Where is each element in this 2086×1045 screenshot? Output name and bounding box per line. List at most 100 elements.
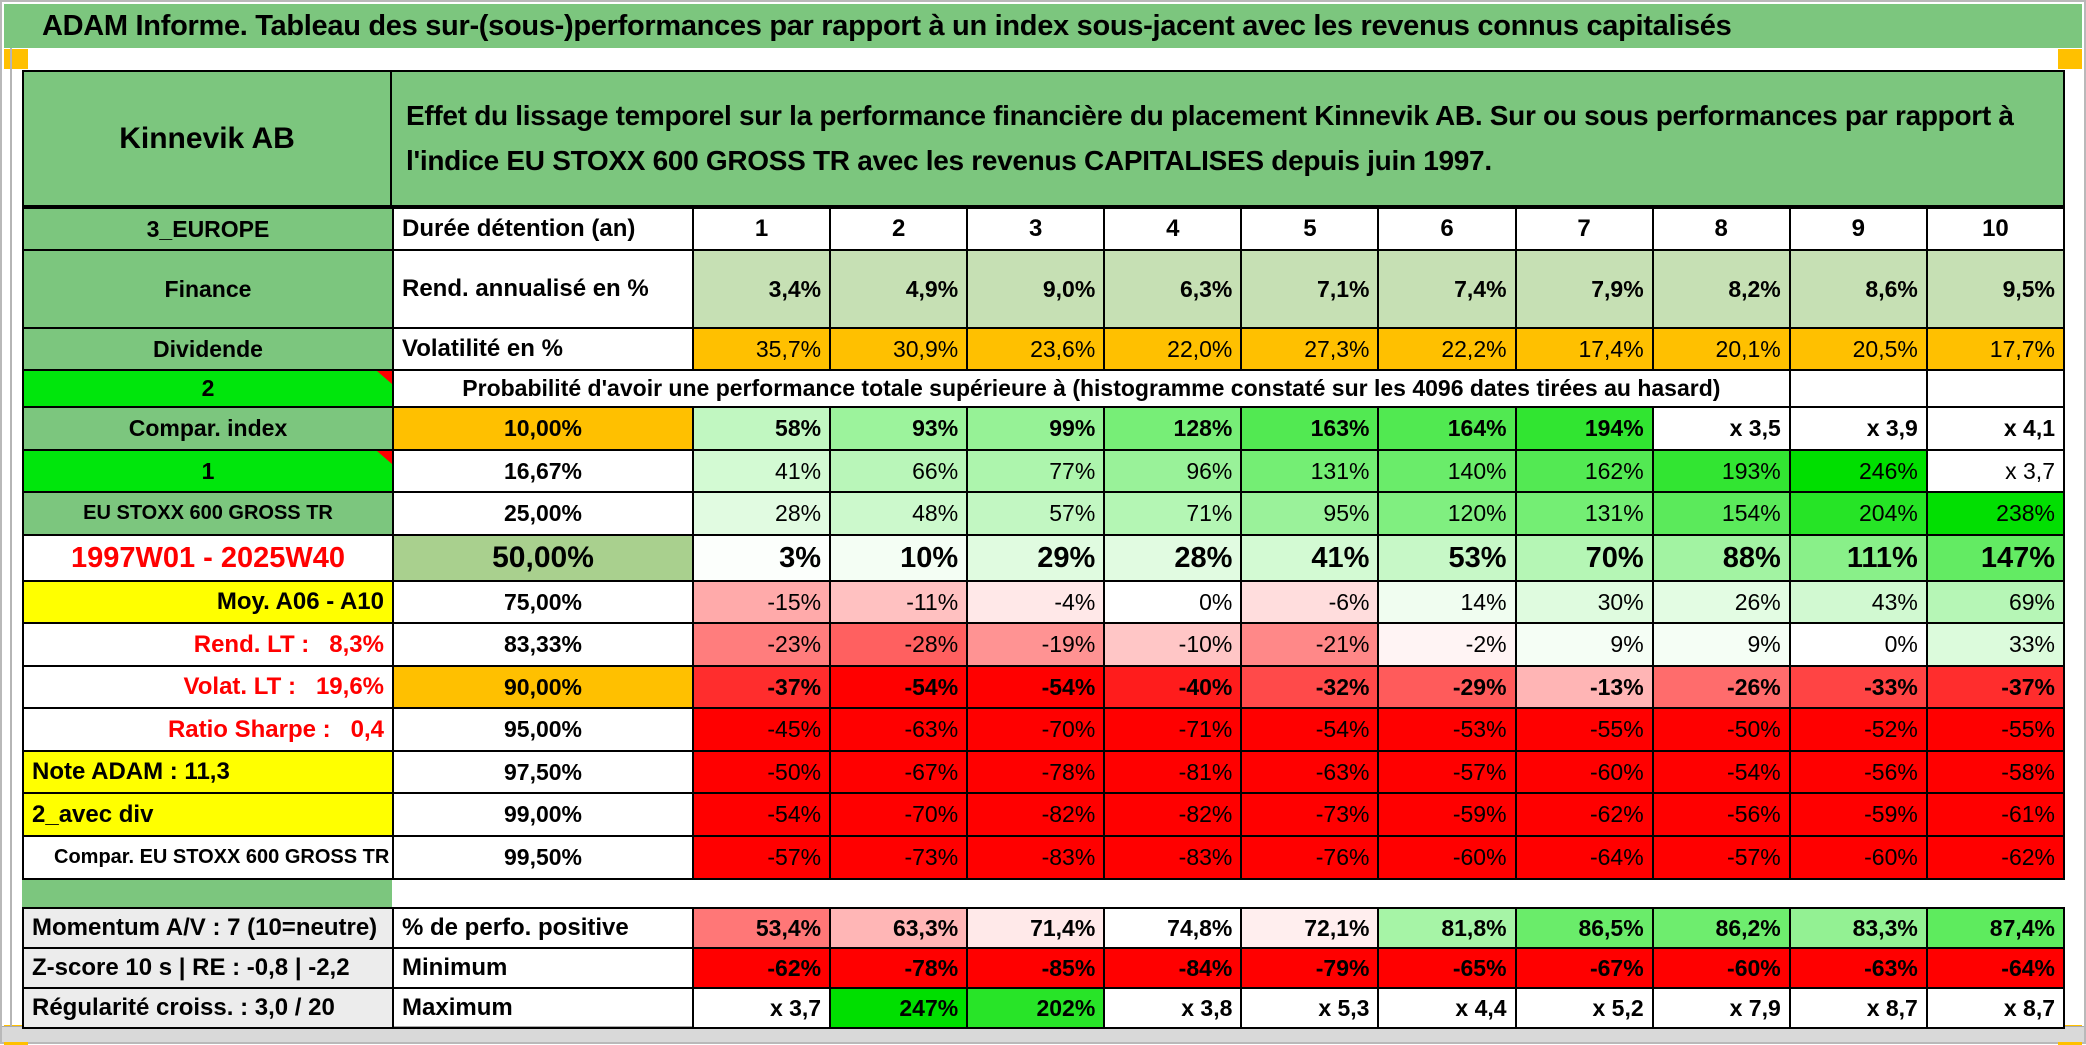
value-cell[interactable]: x 3,7 <box>1925 449 2066 493</box>
value-cell[interactable]: 202% <box>966 987 1106 1029</box>
value-cell[interactable]: 71,4% <box>966 907 1106 949</box>
empty-cell[interactable] <box>1925 369 2066 408</box>
value-cell[interactable]: x 3,7 <box>691 987 832 1029</box>
value-cell[interactable]: 4 <box>1103 207 1243 251</box>
value-cell[interactable]: -53% <box>1377 707 1517 752</box>
empty-cell[interactable] <box>1788 369 1928 408</box>
value-cell[interactable]: 17,7% <box>1925 327 2066 371</box>
value-cell[interactable]: 246% <box>1788 449 1928 493</box>
value-cell[interactable]: -62% <box>691 947 832 989</box>
value-cell[interactable]: -57% <box>691 835 832 880</box>
value-cell[interactable]: 63,3% <box>829 907 969 949</box>
value-cell[interactable]: -29% <box>1377 665 1517 709</box>
value-cell[interactable]: -23% <box>691 622 832 667</box>
value-cell[interactable]: -78% <box>966 750 1106 794</box>
value-cell[interactable]: -45% <box>691 707 832 752</box>
row-label-cell[interactable]: Note ADAM : 11,3 <box>22 750 394 794</box>
value-cell[interactable]: 41% <box>1240 534 1380 582</box>
value-cell[interactable]: -50% <box>1651 707 1791 752</box>
value-cell[interactable]: 247% <box>829 987 969 1029</box>
value-cell[interactable]: -78% <box>829 947 969 989</box>
value-cell[interactable]: 0% <box>1103 580 1243 624</box>
value-cell[interactable]: 29% <box>966 534 1106 582</box>
value-cell[interactable]: -82% <box>966 792 1106 837</box>
value-cell[interactable]: -83% <box>1103 835 1243 880</box>
row-label-cell[interactable]: 2 <box>22 369 394 408</box>
value-cell[interactable]: -6% <box>1240 580 1380 624</box>
value-cell[interactable]: 163% <box>1240 406 1380 451</box>
value-cell[interactable]: 10% <box>829 534 969 582</box>
value-cell[interactable]: 3,4% <box>691 249 832 329</box>
value-cell[interactable]: 26% <box>1651 580 1791 624</box>
value-cell[interactable]: -58% <box>1925 750 2066 794</box>
value-cell[interactable]: 194% <box>1514 406 1654 451</box>
value-cell[interactable]: 4,9% <box>829 249 969 329</box>
value-cell[interactable]: 10 <box>1925 207 2066 251</box>
value-cell[interactable]: 58% <box>691 406 832 451</box>
value-cell[interactable]: x 4,1 <box>1925 406 2066 451</box>
value-cell[interactable]: 27,3% <box>1240 327 1380 371</box>
value-cell[interactable]: -2% <box>1377 622 1517 667</box>
threshold-cell[interactable]: Minimum <box>392 947 694 989</box>
value-cell[interactable]: -84% <box>1103 947 1243 989</box>
value-cell[interactable]: 131% <box>1240 449 1380 493</box>
value-cell[interactable]: 28% <box>1103 534 1243 582</box>
value-cell[interactable]: 22,0% <box>1103 327 1243 371</box>
value-cell[interactable]: 33% <box>1925 622 2066 667</box>
value-cell[interactable]: -61% <box>1925 792 2066 837</box>
value-cell[interactable]: 7 <box>1514 207 1654 251</box>
threshold-cell[interactable]: 90,00% <box>392 665 694 709</box>
value-cell[interactable]: x 8,7 <box>1788 987 1928 1029</box>
threshold-cell[interactable]: 10,00% <box>392 406 694 451</box>
value-cell[interactable]: -50% <box>691 750 832 794</box>
value-cell[interactable]: -60% <box>1514 750 1654 794</box>
row-label-cell[interactable]: Compar. index <box>22 406 394 451</box>
row-label-cell[interactable]: Régularité croiss. : 3,0 / 20 <box>22 987 394 1029</box>
value-cell[interactable]: -67% <box>1514 947 1654 989</box>
value-cell[interactable]: 193% <box>1651 449 1791 493</box>
value-cell[interactable]: 9% <box>1514 622 1654 667</box>
row-label-cell[interactable]: Compar. EU STOXX 600 GROSS TR <box>22 835 394 880</box>
value-cell[interactable]: -70% <box>829 792 969 837</box>
value-cell[interactable]: -62% <box>1925 835 2066 880</box>
value-cell[interactable]: -85% <box>966 947 1106 989</box>
row-label-cell[interactable]: 1 <box>22 449 394 493</box>
value-cell[interactable]: -63% <box>829 707 969 752</box>
value-cell[interactable]: -55% <box>1925 707 2066 752</box>
description-cell[interactable]: Effet du lissage temporel sur la perform… <box>392 70 2065 207</box>
value-cell[interactable]: -33% <box>1788 665 1928 709</box>
row-label-cell[interactable]: Moy. A06 - A10 <box>22 580 394 624</box>
value-cell[interactable]: 9,5% <box>1925 249 2066 329</box>
value-cell[interactable]: -59% <box>1788 792 1928 837</box>
value-cell[interactable]: 14% <box>1377 580 1517 624</box>
value-cell[interactable]: 8 <box>1651 207 1791 251</box>
threshold-cell[interactable]: 95,00% <box>392 707 694 752</box>
threshold-cell[interactable]: 50,00% <box>392 534 694 582</box>
value-cell[interactable]: 8,2% <box>1651 249 1791 329</box>
value-cell[interactable]: 48% <box>829 491 969 536</box>
value-cell[interactable]: -64% <box>1514 835 1654 880</box>
value-cell[interactable]: 96% <box>1103 449 1243 493</box>
value-cell[interactable]: -32% <box>1240 665 1380 709</box>
value-cell[interactable]: -81% <box>1103 750 1243 794</box>
value-cell[interactable]: 20,1% <box>1651 327 1791 371</box>
value-cell[interactable]: 1 <box>691 207 832 251</box>
value-cell[interactable]: -57% <box>1651 835 1791 880</box>
value-cell[interactable]: 8,6% <box>1788 249 1928 329</box>
value-cell[interactable]: 5 <box>1240 207 1380 251</box>
value-cell[interactable]: 86,2% <box>1651 907 1791 949</box>
threshold-cell[interactable]: % de perfo. positive <box>392 907 694 949</box>
threshold-cell[interactable]: 97,50% <box>392 750 694 794</box>
value-cell[interactable]: -4% <box>966 580 1106 624</box>
value-cell[interactable]: x 4,4 <box>1377 987 1517 1029</box>
value-cell[interactable]: -37% <box>691 665 832 709</box>
value-cell[interactable]: 41% <box>691 449 832 493</box>
value-cell[interactable]: -54% <box>829 665 969 709</box>
value-cell[interactable]: -83% <box>966 835 1106 880</box>
value-cell[interactable]: 95% <box>1240 491 1380 536</box>
value-cell[interactable]: 22,2% <box>1377 327 1517 371</box>
row-label-cell[interactable]: EU STOXX 600 GROSS TR <box>22 491 394 536</box>
row-label-cell[interactable]: Z-score 10 s | RE : -0,8 | -2,2 <box>22 947 394 989</box>
value-cell[interactable]: 81,8% <box>1377 907 1517 949</box>
value-cell[interactable]: 17,4% <box>1514 327 1654 371</box>
